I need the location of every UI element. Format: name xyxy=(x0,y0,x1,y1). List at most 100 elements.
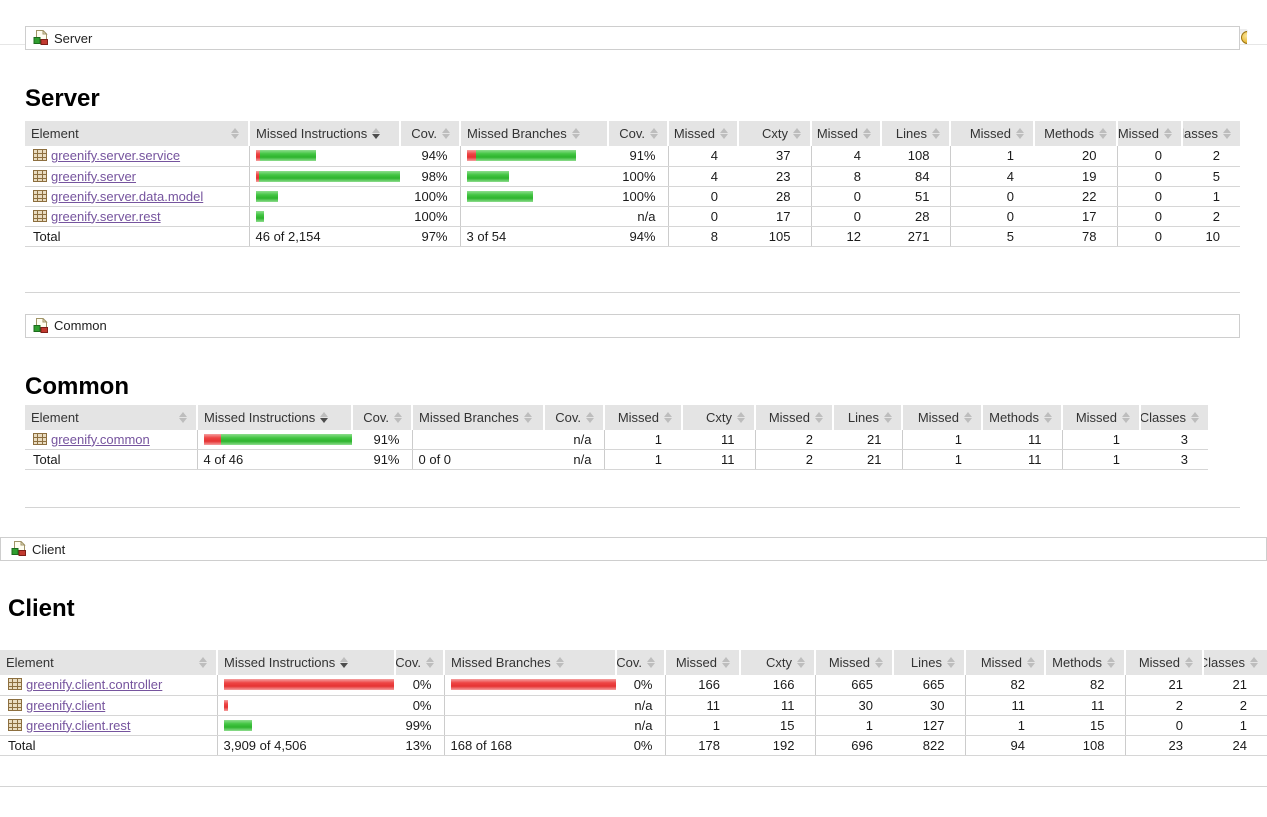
col-header-missed-11[interactable]: Missed xyxy=(1116,121,1182,146)
col-header-cov-4[interactable]: Cov. xyxy=(615,650,665,675)
col-header-label: Lines xyxy=(847,409,879,425)
cxty-cell: 166 xyxy=(740,675,816,696)
col-header-classes-12[interactable]: Classes xyxy=(1202,650,1267,675)
col-header-missed-9[interactable]: Missed xyxy=(964,650,1045,675)
missed-methods-cell: 4 xyxy=(950,166,1034,187)
total-cxty: 11 xyxy=(682,449,756,470)
package-link[interactable]: greenify.server.service xyxy=(51,148,181,164)
col-header-missed-9[interactable]: Missed xyxy=(901,404,982,430)
missed-classes-cell: 0 xyxy=(1117,166,1182,187)
col-header-missed-instructions-1[interactable]: Missed Instructions xyxy=(248,121,400,146)
methods-cell: 11 xyxy=(1045,695,1126,716)
package-link[interactable]: greenify.server.data.model xyxy=(51,188,204,204)
col-header-missed-instructions-1[interactable]: Missed Instructions xyxy=(196,404,352,430)
col-header-missed-branches-3[interactable]: Missed Branches xyxy=(443,650,616,675)
col-header-missed-instructions-1[interactable]: Missed Instructions xyxy=(216,650,395,675)
package-link[interactable]: greenify.server xyxy=(51,168,137,184)
lines-cell: 28 xyxy=(881,206,951,227)
missed-methods-cell: 1 xyxy=(950,146,1034,167)
missed-classes-cell: 0 xyxy=(1117,186,1182,207)
col-header-cov-2[interactable]: Cov. xyxy=(351,404,412,430)
missed-branches-bar-cell xyxy=(444,695,616,716)
col-header-missed-5[interactable]: Missed xyxy=(664,650,740,675)
col-header-element-0[interactable]: Element xyxy=(0,650,217,675)
col-header-methods-10[interactable]: Methods xyxy=(1033,121,1117,146)
total-instruction-coverage: 91% xyxy=(352,449,413,470)
col-header-methods-10[interactable]: Methods xyxy=(981,404,1062,430)
total-methods: 11 xyxy=(982,449,1063,470)
branch-coverage-cell: n/a xyxy=(608,206,669,227)
package-link[interactable]: greenify.common xyxy=(51,431,150,447)
col-header-missed-5[interactable]: Missed xyxy=(603,404,682,430)
col-header-element-0[interactable]: Element xyxy=(25,404,197,430)
missed-classes-cell: 2 xyxy=(1125,695,1203,716)
col-header-missed-9[interactable]: Missed xyxy=(949,121,1034,146)
breadcrumb: Common xyxy=(25,313,1240,338)
missed-instructions-bar-cell xyxy=(249,146,400,167)
coverage-bar xyxy=(203,433,352,445)
cxty-cell: 28 xyxy=(738,186,812,207)
branch-coverage-cell: 100% xyxy=(608,166,669,187)
col-header-cxty-6[interactable]: Cxty xyxy=(739,650,815,675)
col-header-missed-11[interactable]: Missed xyxy=(1124,650,1203,675)
sort-icon xyxy=(426,656,435,669)
package-link[interactable]: greenify.client.controller xyxy=(26,677,163,693)
col-header-missed-5[interactable]: Missed xyxy=(667,121,738,146)
cxty-cell: 17 xyxy=(738,206,812,227)
col-header-label: Missed xyxy=(1075,409,1117,425)
sort-desc-icon xyxy=(372,127,381,140)
coverage-bar xyxy=(450,679,616,691)
instruction-coverage-cell: 91% xyxy=(352,429,413,450)
classes-cell: 1 xyxy=(1182,186,1240,207)
package-link[interactable]: greenify.client xyxy=(26,697,106,713)
element-cell: greenify.common xyxy=(25,429,198,450)
coverage-table: Element Missed Instructions Cov. Missed Bra… xyxy=(25,121,1240,247)
sort-icon xyxy=(932,127,941,140)
col-header-missed-7[interactable]: Missed xyxy=(810,121,881,146)
covered-bar-segment xyxy=(221,433,352,445)
missed-instructions-bar-cell xyxy=(249,166,400,187)
sort-icon xyxy=(1107,656,1116,669)
col-header-missed-7[interactable]: Missed xyxy=(814,650,893,675)
col-header-label: Missed xyxy=(673,126,715,141)
col-header-methods-10[interactable]: Methods xyxy=(1044,650,1125,675)
col-header-cxty-6[interactable]: Cxty xyxy=(737,121,811,146)
branch-coverage-cell: 91% xyxy=(608,146,669,167)
col-header-label: Methods xyxy=(1052,655,1102,670)
col-header-missed-branches-3[interactable]: Missed Branches xyxy=(411,404,544,430)
col-header-lines-8[interactable]: Lines xyxy=(892,650,965,675)
missed-bar-segment xyxy=(255,150,260,162)
col-header-cxty-6[interactable]: Cxty xyxy=(681,404,755,430)
total-instruction-coverage: 97% xyxy=(400,226,461,247)
cxty-cell: 11 xyxy=(740,695,816,716)
col-header-cov-4[interactable]: Cov. xyxy=(543,404,604,430)
element-cell: greenify.server.service xyxy=(25,146,250,167)
col-header-lines-8[interactable]: Lines xyxy=(832,404,902,430)
col-header-cov-2[interactable]: Cov. xyxy=(399,121,460,146)
col-header-cov-2[interactable]: Cov. xyxy=(394,650,444,675)
package-link[interactable]: greenify.client.rest xyxy=(26,717,131,733)
col-header-element-0[interactable]: Element xyxy=(25,121,249,146)
sort-icon xyxy=(555,656,565,669)
sort-desc-icon xyxy=(340,656,349,669)
col-header-classes-12[interactable]: Classes xyxy=(1181,121,1240,146)
col-header-missed-branches-3[interactable]: Missed Branches xyxy=(459,121,608,146)
col-header-cov-4[interactable]: Cov. xyxy=(607,121,668,146)
sort-icon xyxy=(884,411,893,424)
col-header-label: Methods xyxy=(989,409,1039,425)
report-group-icon xyxy=(11,541,27,557)
lines-cell: 84 xyxy=(881,166,951,187)
missed-branches-bar-cell xyxy=(444,675,616,696)
total-cxty: 192 xyxy=(740,735,816,756)
col-header-label: Missed xyxy=(1117,126,1159,141)
sessions-clock-icon[interactable] xyxy=(1241,31,1247,46)
col-header-lines-8[interactable]: Lines xyxy=(880,121,950,146)
table-row: greenify.server.data.model 100% 100% 0 28 0 51… xyxy=(25,186,1240,207)
col-header-missed-7[interactable]: Missed xyxy=(754,404,833,430)
col-header-missed-11[interactable]: Missed xyxy=(1061,404,1140,430)
package-link[interactable]: greenify.server.rest xyxy=(51,208,161,224)
instruction-coverage-cell: 99% xyxy=(395,715,445,736)
sort-icon xyxy=(863,127,872,140)
col-header-classes-12[interactable]: Classes xyxy=(1139,404,1208,430)
col-header-label: Cov. xyxy=(411,126,437,141)
